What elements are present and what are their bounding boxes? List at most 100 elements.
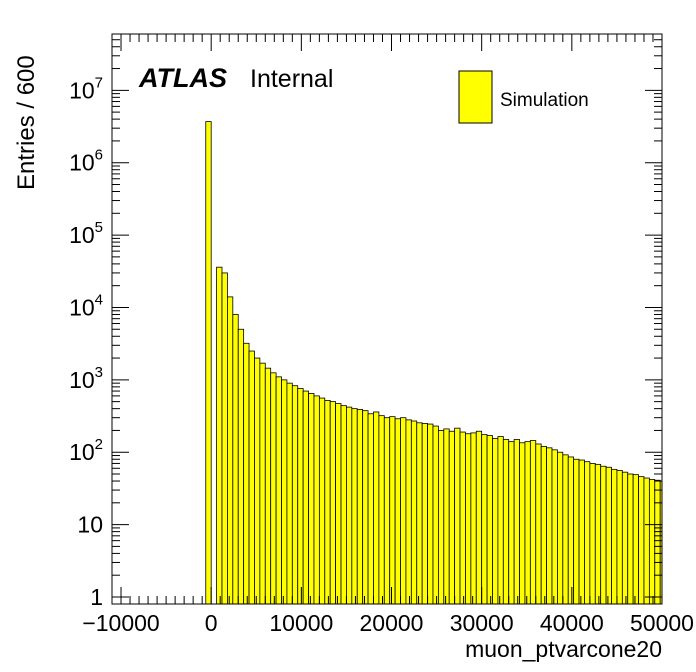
histogram-bar [470, 432, 477, 605]
y-tick-label: 102 [69, 436, 103, 465]
histogram-bar [632, 474, 639, 605]
y-tick-label: 1 [90, 584, 103, 610]
histogram-bar [216, 266, 223, 605]
histogram-bar [578, 459, 585, 605]
histogram-bar [400, 417, 407, 605]
histogram-bar [243, 342, 250, 605]
histogram-bar [373, 411, 380, 605]
internal-label: Internal [250, 65, 333, 93]
histogram-bar [443, 428, 450, 605]
x-tick-label: 20000 [360, 610, 424, 636]
histogram-bar [248, 350, 255, 605]
histogram-bar [648, 479, 656, 605]
histogram-bar [600, 465, 607, 605]
histogram-bar [562, 454, 569, 605]
histogram-bar [454, 427, 461, 605]
histogram-bar [540, 446, 547, 605]
histogram-bar [335, 403, 342, 605]
histogram-bar [567, 456, 575, 605]
x-tick-label: 40000 [540, 610, 604, 636]
histogram-bar [237, 328, 245, 605]
histogram-bar [638, 476, 645, 605]
histogram-bar [605, 466, 612, 605]
histogram-bar [405, 419, 412, 605]
histogram-bar [437, 430, 445, 605]
histogram-bar [594, 463, 602, 605]
histogram-bar [475, 430, 483, 605]
histogram-bar [264, 367, 272, 605]
histogram-bar [351, 408, 358, 605]
histogram-bar [459, 431, 466, 605]
histogram-bar [481, 434, 488, 605]
histogram-bar [519, 442, 526, 605]
histogram-bar [584, 461, 591, 605]
histogram-bar [529, 440, 537, 605]
histogram-bar [535, 443, 542, 605]
histogram-bar [389, 416, 396, 605]
x-tick-label: −10000 [82, 610, 159, 636]
histogram-bar [313, 395, 320, 605]
histogram-bar [254, 357, 261, 605]
histogram-bar [297, 388, 304, 605]
histogram-bar [378, 415, 385, 605]
axis-ticks [112, 33, 663, 604]
histogram-bar [324, 400, 331, 605]
histogram-bar [546, 447, 553, 605]
x-tick-label: 30000 [450, 610, 514, 636]
histogram-bar [492, 438, 499, 605]
x-tick-label: 50000 [630, 610, 694, 636]
histogram-bar [643, 477, 650, 605]
histogram-bar [616, 470, 623, 605]
histogram-bar [486, 435, 493, 605]
histogram-bar [416, 422, 423, 605]
histogram-bar [318, 397, 326, 605]
histogram-bar [340, 405, 347, 605]
histogram-bar [302, 390, 309, 605]
y-tick-label: 107 [69, 74, 103, 103]
histogram-bar [627, 473, 634, 605]
histogram-bar [281, 379, 288, 605]
histogram-bar [394, 418, 401, 605]
histogram-bar [291, 385, 299, 605]
histogram-bar [524, 441, 531, 605]
x-tick-label: 0 [205, 610, 218, 636]
histogram-bar [308, 392, 315, 605]
histogram-bar [432, 425, 439, 605]
y-tick-label: 105 [69, 219, 103, 248]
histogram-bar [611, 468, 618, 605]
histogram-bar [427, 423, 434, 605]
histogram-bar [551, 449, 558, 605]
x-tick-labels: −10000 0 10000 20000 30000 40000 50000 [82, 610, 694, 636]
x-tick-label: 10000 [269, 610, 333, 636]
histogram-bar [227, 296, 234, 605]
y-tick-label: 106 [69, 147, 103, 176]
legend-swatch-simulation [458, 70, 493, 124]
y-axis-title: Entries / 600 [13, 55, 40, 190]
x-axis-title: muon_ptvarcone20 [465, 636, 662, 662]
histogram-bar [221, 272, 228, 605]
y-tick-label: 103 [69, 364, 103, 393]
histogram-bar [205, 121, 212, 605]
histogram-bar [356, 409, 364, 605]
legend-label-simulation: Simulation [500, 90, 589, 111]
histogram-bar [275, 376, 282, 605]
histogram-bar [654, 479, 661, 605]
histogram-bar [621, 471, 629, 605]
legend: Simulation [458, 70, 589, 124]
histogram-bar [410, 420, 418, 605]
histogram-bar [502, 439, 510, 605]
histogram-bar [497, 436, 504, 605]
histogram-bar [286, 382, 293, 605]
histogram-bar [259, 362, 266, 605]
histogram-bar [508, 441, 515, 605]
histogram-bar [557, 451, 564, 605]
y-tick-labels: 1 10 102 103 104 105 106 107 [69, 74, 103, 610]
histogram-bar [232, 314, 239, 605]
histogram-bar [448, 430, 456, 605]
histogram-bar [362, 410, 369, 605]
histogram-bar [367, 413, 374, 605]
histogram-bar [465, 433, 472, 605]
histogram-bar [270, 372, 277, 605]
histogram-bar [329, 401, 337, 605]
